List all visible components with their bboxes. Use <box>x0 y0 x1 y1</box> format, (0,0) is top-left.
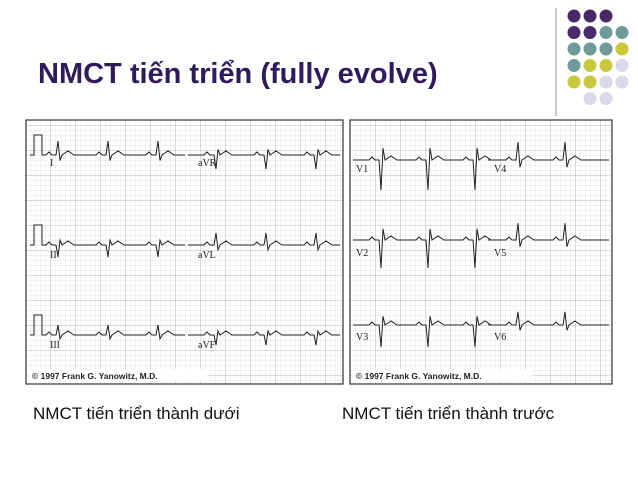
dot <box>615 26 629 39</box>
lead-label: I <box>50 158 53 169</box>
ecg-trace <box>188 232 340 252</box>
ecg-trace <box>188 329 340 346</box>
dot <box>567 26 581 39</box>
dot <box>567 75 581 89</box>
ecg-trace <box>490 141 609 168</box>
ecg-trace <box>353 316 493 348</box>
ecg-trace <box>30 314 185 341</box>
lead-label: III <box>50 340 60 351</box>
ecg-trace <box>30 224 185 258</box>
ecg-trace <box>188 149 340 170</box>
lead-label: V6 <box>494 332 506 343</box>
lead-label: aVL <box>198 250 216 261</box>
ecg-trace <box>353 147 493 191</box>
ecg-trace <box>30 134 185 161</box>
dot <box>599 26 613 39</box>
dot <box>599 42 613 56</box>
copyright-bg <box>352 369 532 382</box>
lead-label: V4 <box>494 164 506 175</box>
dot <box>599 9 613 23</box>
copyright-bg <box>28 369 208 382</box>
dot <box>615 75 629 89</box>
dot <box>583 9 597 23</box>
caption: NMCT tiến triển thành trước <box>342 404 555 423</box>
lead-label: V2 <box>356 248 368 259</box>
dot <box>599 59 613 72</box>
dot <box>567 9 581 23</box>
ecg-trace <box>353 228 493 269</box>
lead-label: aVF <box>198 340 216 351</box>
ecg-trace <box>490 223 609 247</box>
copyright: © 1997 Frank G. Yanowitz, M.D. <box>356 371 482 381</box>
dot <box>583 75 597 89</box>
dot <box>567 59 581 72</box>
dot <box>615 59 629 72</box>
dot <box>583 42 597 56</box>
dot <box>615 42 629 56</box>
copyright: © 1997 Frank G. Yanowitz, M.D. <box>32 371 158 381</box>
ecg-panel <box>25 119 344 385</box>
lead-label: V5 <box>494 248 506 259</box>
lead-label: aVR <box>198 158 217 169</box>
caption: NMCT tiến triển thành dưới <box>33 404 240 423</box>
dot <box>567 42 581 56</box>
lead-label: II <box>50 250 57 261</box>
lead-label: V3 <box>356 332 368 343</box>
slide-title: NMCT tiến triển (fully evolve) <box>38 58 438 90</box>
dot <box>599 75 613 89</box>
dot <box>583 92 597 105</box>
ecg-panel <box>349 119 613 385</box>
ecg-trace <box>490 311 609 331</box>
lead-label: V1 <box>356 164 368 175</box>
dot <box>583 59 597 72</box>
dot <box>599 92 613 105</box>
dot <box>583 26 597 39</box>
